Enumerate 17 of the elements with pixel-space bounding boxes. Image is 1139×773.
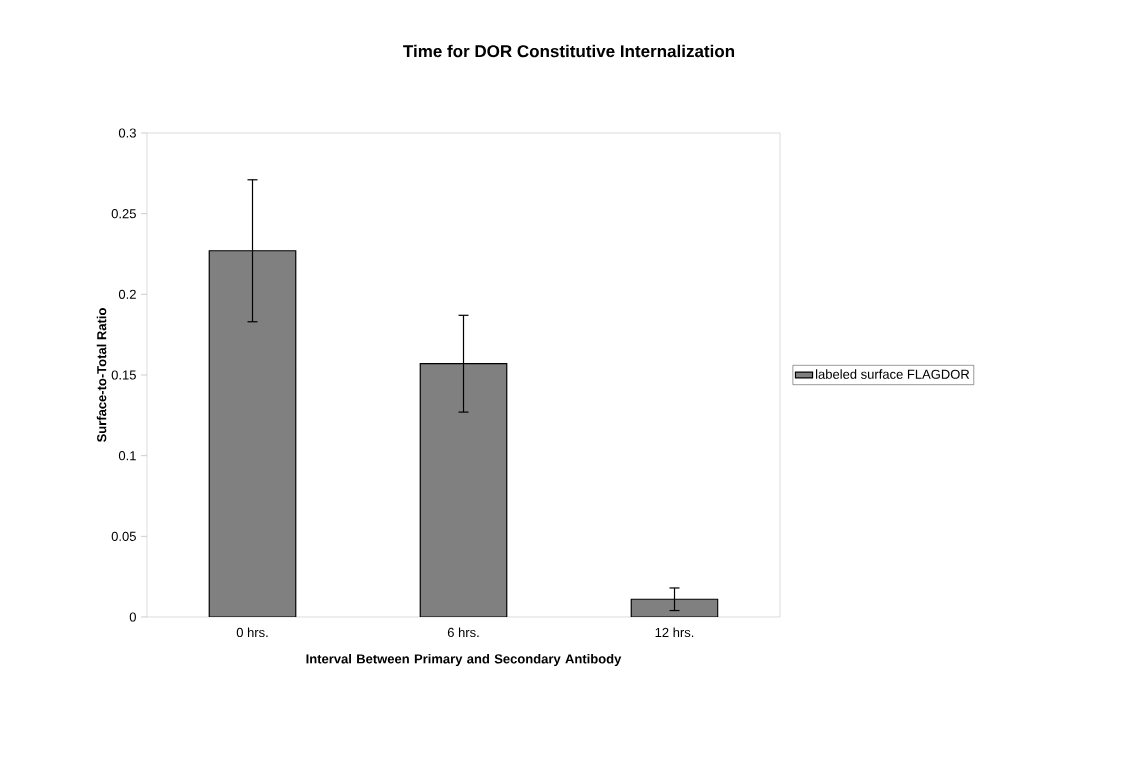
x-tick-label: 0 hrs. xyxy=(236,627,268,638)
y-tick-label: 0.1 xyxy=(118,451,136,461)
y-tick-label: 0.3 xyxy=(118,128,136,138)
y-tick-label: 0.2 xyxy=(118,289,136,299)
chart-title: Time for DOR Constitutive Internalization xyxy=(403,44,735,58)
bar xyxy=(208,250,297,617)
legend-label: labeled surface FLAGDOR xyxy=(816,369,970,379)
y-tick-label: 0.15 xyxy=(111,370,136,380)
x-tick-label: 6 hrs. xyxy=(447,627,479,638)
bar xyxy=(630,598,719,617)
y-tick-label: 0.05 xyxy=(111,531,136,541)
y-tick-label: 0.25 xyxy=(111,209,136,219)
y-tick-label: 0 xyxy=(129,612,136,622)
x-axis-title: Interval Between Primary and Secondary Antibody xyxy=(306,653,622,667)
y-axis-title: Surface-to-Total Ratio xyxy=(96,308,107,443)
bar xyxy=(419,363,508,617)
x-tick-label: 12 hrs. xyxy=(655,627,694,638)
